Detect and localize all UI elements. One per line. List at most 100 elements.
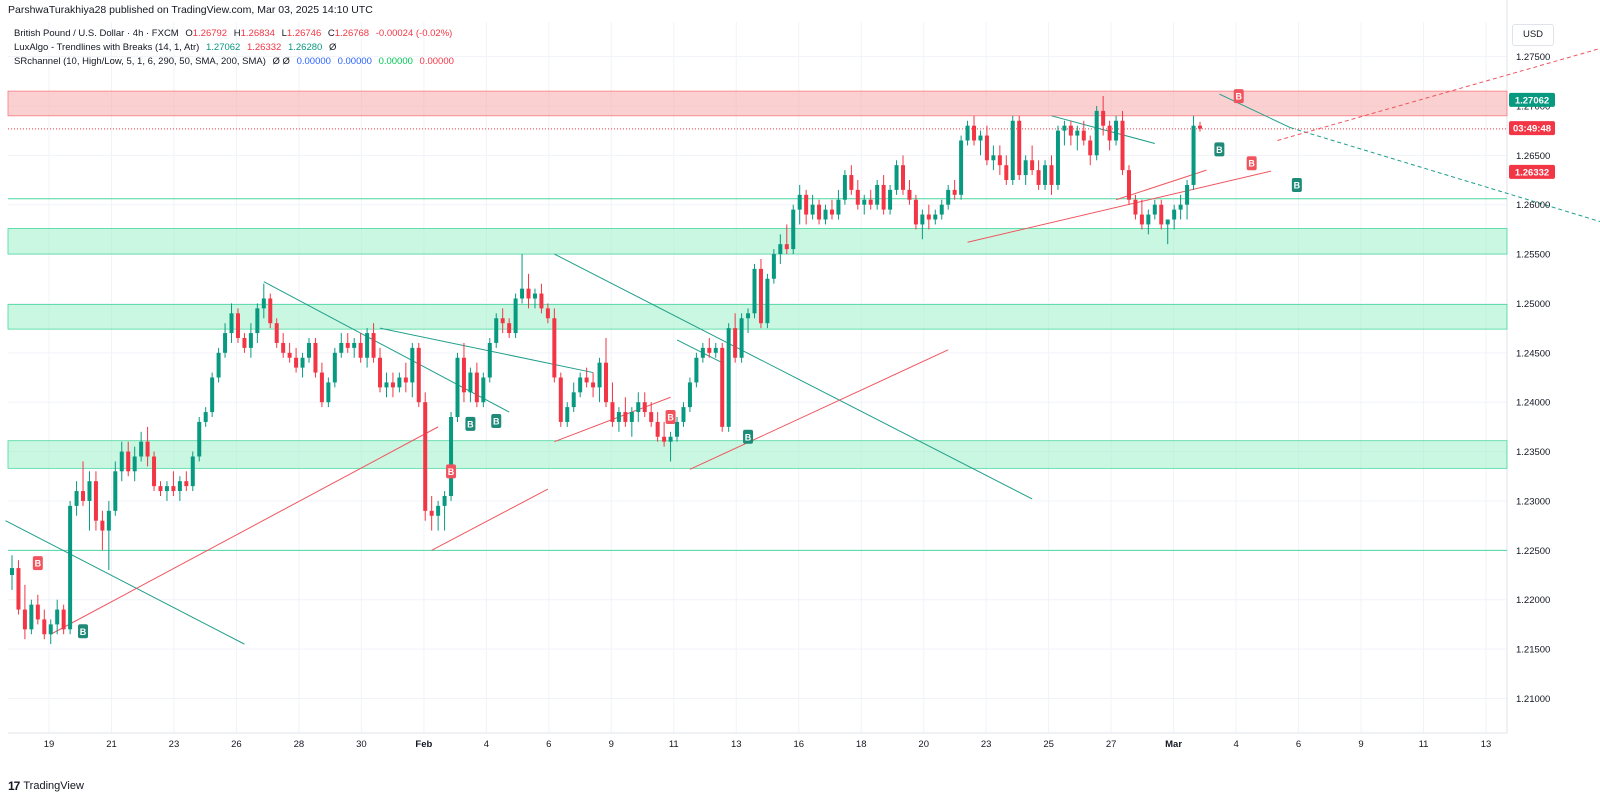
indicator-legend-trendlines[interactable]: LuxAlgo - Trendlines with Breaks (14, 1,… [14, 42, 336, 53]
x-tick-label: 6 [1296, 739, 1301, 750]
candle-body [1139, 214, 1144, 225]
x-tick-label: 19 [44, 739, 55, 750]
bullish-break-marker: B [78, 624, 89, 639]
resistance-zone [7, 90, 1508, 117]
uptrend-line [1115, 169, 1207, 201]
candle-body [1133, 199, 1138, 215]
candle-body [332, 352, 337, 383]
marker-badge [78, 624, 89, 639]
candle-body [345, 342, 350, 348]
y-tick-label: 1.22000 [1516, 595, 1550, 606]
candle-body [616, 412, 621, 422]
candle-body [152, 456, 157, 487]
candle-body [765, 278, 770, 324]
marker-label: B [493, 416, 500, 426]
indicator-value: 0.00000 [337, 56, 372, 67]
candle-body [926, 214, 931, 220]
price-label-badge [1509, 121, 1555, 136]
currency-button[interactable]: USD [1512, 24, 1554, 46]
candle-body [410, 347, 415, 383]
candle-body [842, 175, 847, 200]
x-tick-label: 27 [1106, 739, 1117, 750]
candle-body [326, 382, 331, 403]
candle-body [287, 352, 292, 358]
candle-body [746, 313, 751, 319]
x-tick-label: 6 [546, 739, 551, 750]
candle-body [629, 412, 634, 422]
candle-body [1049, 165, 1054, 185]
candle-body [623, 412, 628, 422]
high-value: 1.26834 [240, 28, 275, 39]
bullish-break-marker: B [1214, 142, 1225, 157]
candle-body [313, 342, 318, 373]
candle-body [862, 199, 867, 205]
tradingview-logo-icon: 17 [8, 779, 20, 793]
candle-body [16, 568, 21, 610]
candle-body [946, 189, 951, 205]
marker-label: B [467, 419, 474, 429]
marker-label: B [448, 467, 455, 477]
indicator-legend-srchannel[interactable]: SRchannel (10, High/Low, 5, 1, 6, 290, 5… [14, 56, 454, 67]
candle-body [423, 402, 428, 511]
x-tick-label: 13 [1481, 739, 1492, 750]
x-tick-label: 9 [609, 739, 614, 750]
candle-body [1036, 170, 1041, 185]
uptrend-line [967, 170, 1272, 243]
candle-body [100, 520, 105, 531]
candle-body [823, 209, 828, 220]
indicator-value: 0.00000 [378, 56, 413, 67]
candle-body [371, 333, 376, 358]
x-tick-label: 11 [669, 739, 679, 750]
candle-body [1017, 120, 1022, 176]
candle-body [610, 402, 615, 422]
candle-body [558, 377, 563, 422]
y-tick-label: 1.22500 [1516, 546, 1550, 557]
candle-body [268, 298, 273, 324]
symbol-legend[interactable]: British Pound / U.S. Dollar · 4h · FXCM … [14, 28, 452, 39]
candle-body [358, 342, 363, 358]
uptrend-line [689, 349, 949, 470]
candle-body [578, 377, 583, 393]
price-axis[interactable]: 1.27500 1.27000 1.26500 1.26000 1.25500 1.250… [1509, 52, 1555, 705]
x-tick-label: 18 [856, 739, 867, 750]
candle-body [223, 333, 228, 353]
x-tick-label: 4 [1233, 739, 1238, 750]
candle-body [507, 323, 512, 334]
x-tick-label: 4 [484, 739, 489, 750]
y-tick-label: 1.26500 [1516, 151, 1550, 162]
x-tick-label: 20 [918, 739, 929, 750]
bullish-break-marker: B [491, 413, 502, 428]
candle-body [836, 199, 841, 215]
candle-body [48, 624, 53, 635]
candle-body [797, 194, 802, 210]
symbol-name: British Pound / U.S. Dollar · 4h · FXCM [14, 28, 179, 39]
candle-body [642, 402, 647, 413]
marker-badge [446, 464, 457, 479]
footer-branding[interactable]: 17 TradingView [8, 779, 84, 793]
candle-body [649, 412, 654, 422]
time-axis[interactable]: 19 21 23 26 28 30 Feb 4 6 9 11 13 16 18 20 23 25 27 Mar 4 6 9… [44, 739, 1492, 750]
candle-body [526, 288, 531, 299]
candle-body [487, 342, 492, 378]
candle-body [87, 481, 92, 501]
bearish-break-marker: B [1246, 156, 1257, 171]
candle-body [468, 372, 473, 393]
candle-body [810, 204, 815, 215]
candle-body [881, 184, 886, 210]
candle-body [242, 338, 247, 348]
x-tick-label: 21 [106, 739, 117, 750]
candle-body [390, 382, 395, 388]
candle-body [306, 342, 312, 358]
candle-body [352, 342, 357, 348]
candle-body [636, 402, 641, 413]
candle-body [849, 175, 854, 190]
candle-body [597, 362, 602, 388]
candle-body [106, 510, 111, 531]
marker-badge [1233, 89, 1244, 104]
candle-body [378, 357, 383, 388]
price-label-badge [1509, 164, 1555, 179]
candle-body [758, 268, 763, 324]
candle-body [603, 362, 609, 403]
candle-body [1159, 204, 1164, 225]
